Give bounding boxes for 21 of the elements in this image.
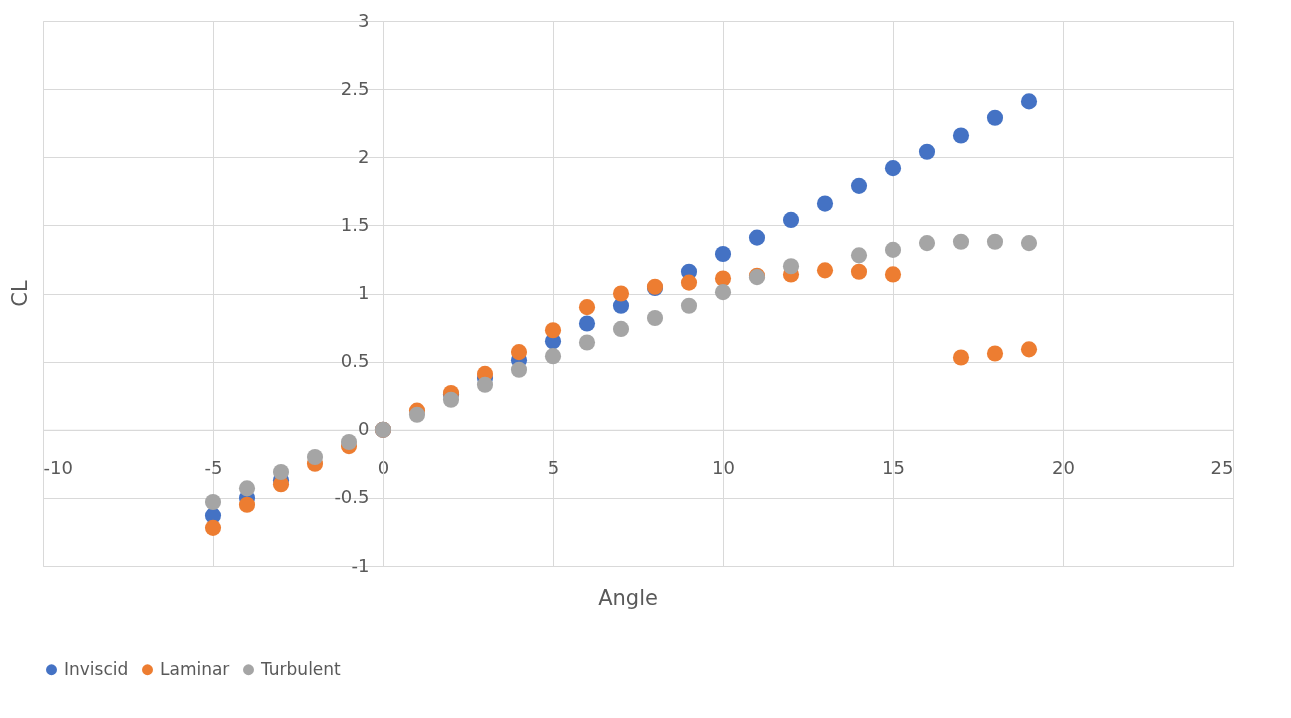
y-tick-label: 0.5 bbox=[340, 350, 370, 372]
y-tick-label: 2 bbox=[358, 145, 370, 167]
y-tick-label: 2.5 bbox=[340, 77, 370, 99]
legend-label: Inviscid bbox=[64, 658, 129, 679]
x-tick-label: 25 bbox=[1210, 457, 1234, 479]
legend-label: Turbulent bbox=[260, 658, 342, 679]
x-tick-label: -5 bbox=[204, 457, 223, 479]
y-tick-label: -1 bbox=[351, 554, 370, 576]
y-tick-label: 0 bbox=[358, 418, 370, 440]
x-axis-title: Angle bbox=[598, 586, 658, 610]
x-tick-label: 20 bbox=[1052, 457, 1075, 479]
y-tick-label: -0.5 bbox=[334, 486, 370, 508]
x-tick-label: 5 bbox=[547, 457, 560, 479]
y-tick-label: 1 bbox=[358, 282, 370, 303]
y-axis-title: CL bbox=[8, 280, 32, 307]
legend-label: Laminar bbox=[160, 658, 230, 679]
x-tick-label: 15 bbox=[882, 457, 905, 479]
x-tick-label: -10 bbox=[43, 457, 73, 479]
y-tick-label: 1.5 bbox=[340, 213, 370, 235]
x-tick-label: 10 bbox=[712, 457, 735, 479]
y-tick-label: 3 bbox=[358, 9, 370, 31]
